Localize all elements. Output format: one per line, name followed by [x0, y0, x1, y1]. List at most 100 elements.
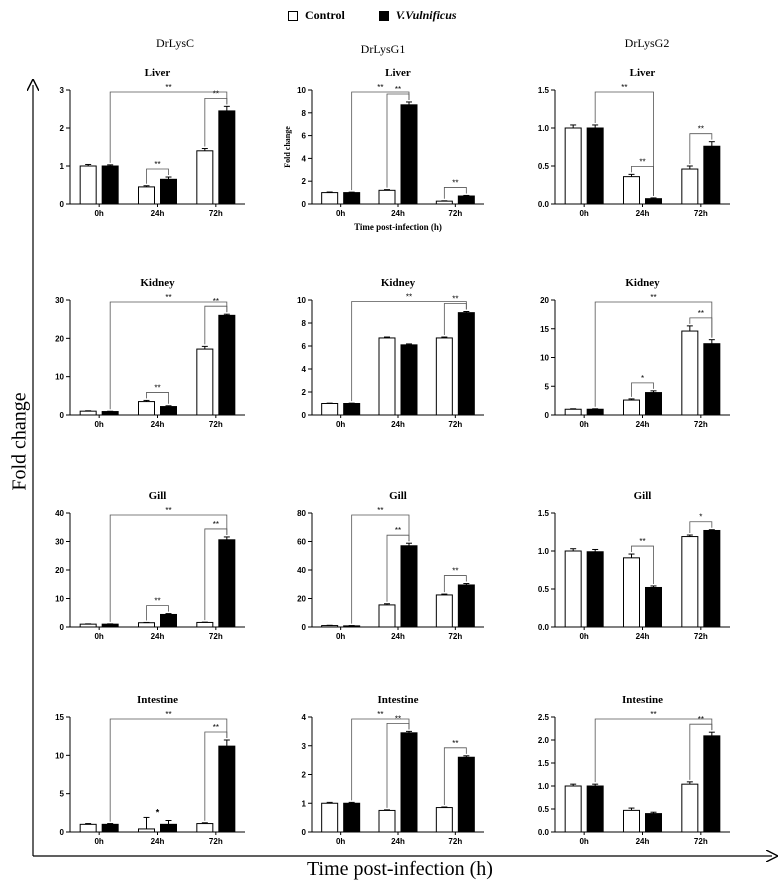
significance-bracket: [631, 165, 654, 196]
x-tick-label: 24h: [151, 632, 165, 641]
bar-control: [435, 337, 453, 416]
x-tick-label: 24h: [636, 632, 650, 641]
x-tick-label: 72h: [694, 209, 708, 218]
significance-bracket: [631, 382, 654, 397]
x-tick-label: 72h: [209, 632, 223, 641]
legend-label-control: Control: [305, 8, 345, 22]
y-tick-label: 0.5: [538, 162, 550, 171]
y-tick-label: 5: [60, 790, 65, 799]
bar-treated: [645, 813, 662, 833]
bar-control: [378, 604, 396, 628]
x-tick-label: 24h: [391, 632, 405, 641]
x-tick-label: 24h: [391, 209, 405, 218]
bar-control: [378, 189, 396, 205]
panel-drlysg2-liver: Liver 0.0 0.5 1.0 1.5 0h 24h 72h ** ** **: [538, 67, 730, 218]
significance-label: **: [213, 297, 219, 306]
panel-drlysc-liver: Liver 0 1 2 3 0h 24h 72h ** ** **: [60, 67, 245, 218]
y-tick-label: 0: [60, 623, 65, 632]
significance-bracket: [631, 545, 654, 584]
legend-swatch-treated: [378, 10, 389, 21]
y-tick-label: 10: [297, 296, 306, 305]
significance-bracket: [351, 91, 410, 191]
y-tick-label: 30: [55, 538, 64, 547]
y-tick-label: 2.0: [538, 736, 550, 745]
significance-bracket: [109, 718, 228, 822]
bar-treated: [457, 312, 475, 416]
x-tick-label: 0h: [579, 837, 588, 846]
significance-bracket: [386, 93, 410, 188]
bar-control: [196, 348, 214, 416]
y-tick-label: 1.0: [538, 782, 550, 791]
significance-label: **: [650, 293, 656, 302]
bar-treated: [703, 145, 721, 205]
significance-label: **: [377, 710, 383, 719]
significance-label: **: [639, 157, 645, 166]
bar-treated: [457, 584, 475, 628]
x-tick-label: 0h: [579, 632, 588, 641]
x-tick-label: 24h: [151, 420, 165, 429]
significance-bracket: [109, 514, 228, 622]
significance-bracket: [443, 747, 467, 805]
significance-label: **: [395, 526, 401, 535]
bar-treated: [703, 529, 721, 628]
panel-title: Intestine: [622, 694, 663, 706]
panel-drlysc-gill: Gill 0 10 20 30 40 0h 24h 72h ** ** **: [55, 490, 245, 641]
significance-bracket: [689, 723, 713, 780]
significance-label: **: [452, 295, 458, 304]
x-tick-label: 24h: [391, 837, 405, 846]
panel-title: Intestine: [137, 694, 178, 706]
bar-control: [79, 165, 97, 205]
bar-control: [378, 809, 396, 833]
x-tick-label: 72h: [448, 209, 462, 218]
bar-control: [138, 622, 155, 628]
panel-drlysg1-gill: Gill 0 20 40 60 80 0h 24h 72h ** ** **: [297, 490, 484, 641]
significance-label: **: [377, 506, 383, 515]
bar-treated: [586, 408, 604, 416]
bar-treated: [101, 165, 119, 205]
x-tick-label: 72h: [694, 420, 708, 429]
x-tick-label: 0h: [336, 420, 345, 429]
significance-label: **: [395, 714, 401, 723]
bar-control: [321, 403, 339, 416]
significance-bracket: [386, 722, 410, 808]
bar-control: [623, 557, 640, 628]
significance-label: **: [452, 178, 458, 187]
bar-control: [681, 168, 699, 205]
bar-control: [321, 192, 339, 205]
legend-swatch-control: [288, 10, 298, 21]
bar-control: [623, 809, 640, 833]
bar-control: [564, 408, 582, 416]
y-tick-label: 40: [55, 509, 64, 518]
bar-treated: [218, 110, 236, 205]
bar-control: [138, 401, 155, 416]
bar-treated: [703, 735, 721, 833]
bar-treated: [645, 198, 662, 205]
x-tick-label: 24h: [151, 209, 165, 218]
significance-bracket: [146, 168, 169, 184]
bar-control: [321, 802, 339, 833]
significance-label: **: [165, 83, 171, 92]
bar-treated: [160, 406, 177, 416]
bar-treated: [101, 623, 119, 628]
panel-drlysg2-intestine: Intestine 0.0 0.5 1.0 1.5 2.0 2.5 0h 24h 72h ** **: [538, 694, 730, 846]
bar-control: [196, 823, 214, 833]
significance-bracket: [443, 575, 467, 593]
y-tick-label: 0: [545, 411, 550, 420]
significance-label: *: [156, 807, 160, 817]
bar-control: [79, 823, 97, 833]
y-tick-label: 1.5: [538, 509, 550, 518]
legend: Control V.Vulnificus: [288, 8, 491, 23]
bar-control: [79, 623, 97, 628]
x-tick-label: 72h: [448, 632, 462, 641]
y-tick-label: 20: [297, 595, 306, 604]
y-tick-label: 2.5: [538, 713, 550, 722]
y-tick-label: 0: [302, 623, 307, 632]
bar-treated: [400, 545, 418, 628]
bar-control: [564, 785, 582, 833]
significance-bracket: [146, 392, 169, 404]
x-tick-label: 72h: [448, 420, 462, 429]
significance-label: **: [406, 293, 412, 302]
significance-label: **: [639, 537, 645, 546]
significance-label: **: [395, 85, 401, 94]
y-tick-label: 6: [302, 132, 307, 141]
